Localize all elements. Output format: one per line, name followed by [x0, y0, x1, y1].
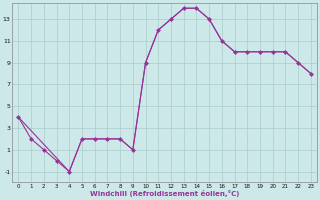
X-axis label: Windchill (Refroidissement éolien,°C): Windchill (Refroidissement éolien,°C)	[90, 190, 239, 197]
